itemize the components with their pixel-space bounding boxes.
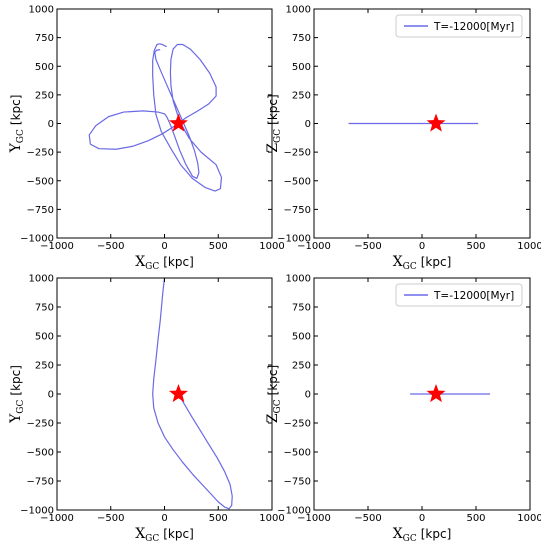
x-tick-label: 0 bbox=[419, 241, 425, 252]
x-axis-label: XGC [kpc] bbox=[135, 254, 194, 272]
y-tick-label: 750 bbox=[35, 303, 54, 314]
y-tick-label: 500 bbox=[35, 332, 54, 343]
x-tick-label: 500 bbox=[466, 241, 485, 252]
legend-label: T=-12000[Myr] bbox=[433, 290, 514, 302]
y-tick-label: 1000 bbox=[286, 274, 311, 285]
y-tick-label: 1000 bbox=[286, 5, 311, 16]
y-tick-label: −500 bbox=[27, 176, 54, 187]
y-tick-label: −1000 bbox=[277, 506, 311, 517]
x-axis-label: XGC [kpc] bbox=[393, 526, 452, 543]
x-tick-label: 1000 bbox=[259, 241, 284, 252]
y-tick-label: 500 bbox=[292, 62, 311, 73]
y-tick-label: 0 bbox=[48, 119, 54, 130]
x-tick-label: 0 bbox=[161, 513, 167, 524]
y-tick-label: −750 bbox=[284, 477, 311, 488]
orbit-line bbox=[152, 278, 233, 510]
y-tick-label: −500 bbox=[284, 448, 311, 459]
y-tick-label: −750 bbox=[284, 205, 311, 216]
star-marker bbox=[168, 113, 188, 132]
x-tick-label: 500 bbox=[466, 513, 485, 524]
x-tick-label: 1000 bbox=[517, 513, 541, 524]
y-tick-label: 750 bbox=[292, 303, 311, 314]
chart-panel-4: −1000 −500 0 500 1000 −1000 −750 −500 −250 0 250 50… bbox=[265, 274, 541, 543]
legend-box bbox=[395, 14, 523, 38]
y-axis-label: YGC[kpc] bbox=[8, 365, 26, 424]
chart-panel-2: −1000 −500 0 500 1000 −1000 −750 −500 −250 0 250 50… bbox=[265, 5, 541, 273]
x-tick-label: −500 bbox=[97, 241, 124, 252]
x-axis-label: XGC [kpc] bbox=[135, 526, 194, 543]
y-axis-label: ZGC[kpc] bbox=[265, 94, 283, 152]
y-tick-label: 750 bbox=[292, 33, 311, 44]
y-tick-label: 0 bbox=[305, 119, 311, 130]
y-tick-label: 250 bbox=[35, 90, 54, 101]
y-tick-label: −750 bbox=[27, 205, 54, 216]
y-tick-label: −250 bbox=[27, 419, 54, 430]
legend: T=-12000[Myr] bbox=[395, 14, 523, 38]
y-tick-label: −250 bbox=[27, 148, 54, 159]
y-tick-label: −1000 bbox=[20, 234, 54, 245]
x-tick-label: −1000 bbox=[297, 241, 331, 252]
y-tick-label: −1000 bbox=[20, 506, 54, 517]
star-marker bbox=[426, 384, 446, 403]
x-tick-label: −500 bbox=[354, 241, 381, 252]
y-tick-label: 500 bbox=[292, 332, 311, 343]
x-tick-label: −1000 bbox=[40, 513, 74, 524]
x-tick-label: 0 bbox=[161, 241, 167, 252]
y-tick-label: −250 bbox=[284, 148, 311, 159]
y-tick-label: 250 bbox=[292, 361, 311, 372]
chart-panel-1: −1000 −500 0 500 1000 −1000 −750 −500 −250 0 250 50… bbox=[8, 5, 285, 273]
y-tick-label: −250 bbox=[284, 419, 311, 430]
axes-frame bbox=[56, 277, 273, 511]
y-tick-label: −750 bbox=[27, 477, 54, 488]
y-tick-label: −1000 bbox=[277, 234, 311, 245]
y-axis-label: ZGC[kpc] bbox=[265, 365, 283, 423]
x-tick-label: −1000 bbox=[297, 513, 331, 524]
x-tick-label: −1000 bbox=[40, 241, 74, 252]
orbit-line bbox=[88, 43, 223, 192]
x-tick-label: 1000 bbox=[517, 241, 541, 252]
x-axis-label: XGC [kpc] bbox=[393, 254, 452, 272]
y-tick-label: 1000 bbox=[29, 5, 54, 16]
x-tick-label: −500 bbox=[97, 513, 124, 524]
legend: T=-12000[Myr] bbox=[395, 283, 523, 307]
legend-label: T=-12000[Myr] bbox=[433, 21, 514, 33]
axes-frame bbox=[56, 8, 273, 239]
x-tick-label: 500 bbox=[209, 241, 228, 252]
y-tick-label: −500 bbox=[27, 448, 54, 459]
y-tick-label: −500 bbox=[284, 176, 311, 187]
y-tick-label: 250 bbox=[292, 90, 311, 101]
legend-box bbox=[395, 283, 523, 307]
x-tick-label: 500 bbox=[209, 513, 228, 524]
y-axis-label: YGC[kpc] bbox=[8, 95, 26, 154]
y-tick-label: 750 bbox=[35, 33, 54, 44]
y-tick-label: 1000 bbox=[29, 274, 54, 285]
star-marker bbox=[426, 113, 446, 132]
star-marker bbox=[168, 384, 188, 403]
x-tick-label: −500 bbox=[354, 513, 381, 524]
x-tick-label: 0 bbox=[419, 513, 425, 524]
y-tick-label: 250 bbox=[35, 361, 54, 372]
y-tick-label: 0 bbox=[305, 390, 311, 401]
y-tick-label: 500 bbox=[35, 62, 54, 73]
x-tick-label: 1000 bbox=[259, 513, 284, 524]
y-tick-label: 0 bbox=[48, 390, 54, 401]
chart-panel-3: −1000 −500 0 500 1000 −1000 −750 −500 −250 0 250 50… bbox=[8, 274, 285, 543]
